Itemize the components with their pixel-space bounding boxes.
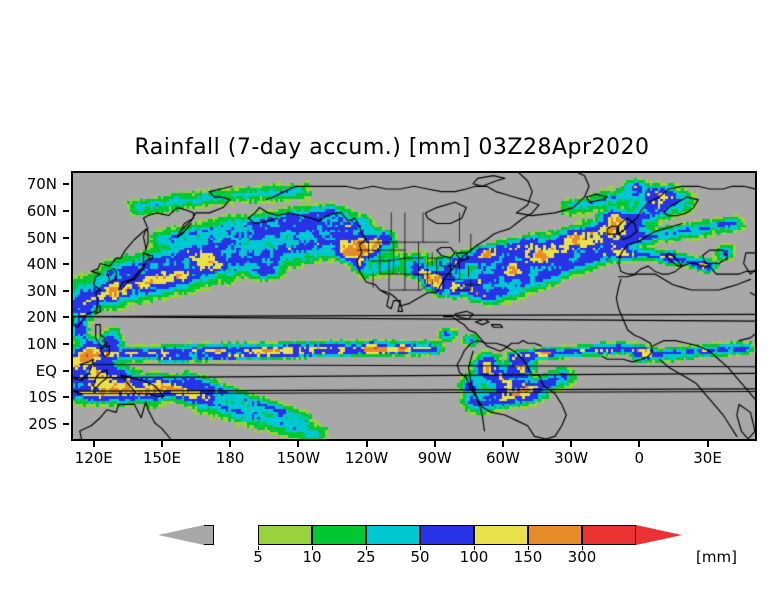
colorbar-tick (366, 546, 367, 550)
colorbar-tick-label: 150 (513, 548, 543, 566)
colorbar-cell (366, 525, 420, 545)
y-axis-tick (63, 422, 69, 425)
colorbar-cell (582, 525, 636, 545)
x-axis-label: 60W (485, 449, 520, 467)
x-axis-tick (433, 441, 436, 447)
colorbar-tick (582, 546, 583, 550)
colorbar-cell (204, 525, 214, 545)
colorbar-low-arrow (158, 525, 204, 545)
x-axis-label: 0 (634, 449, 645, 467)
x-axis-label: 120W (344, 449, 389, 467)
x-axis-label: 90W (417, 449, 452, 467)
y-axis-label: 50N (26, 228, 57, 247)
y-axis-tick (63, 396, 69, 399)
y-axis-label: 40N (26, 255, 57, 274)
x-axis-tick (365, 441, 368, 447)
colorbar-cell (258, 525, 312, 545)
x-axis-tick (638, 441, 641, 447)
colorbar-tick (474, 546, 475, 550)
y-axis-label: 20N (26, 308, 57, 327)
colorbar-high-arrow (636, 525, 682, 545)
y-axis-tick (63, 236, 69, 239)
rainfall-raster (73, 173, 755, 439)
map-plot-area (71, 171, 757, 441)
colorbar-swatches (158, 525, 682, 545)
colorbar-unit-label: [mm] (696, 548, 737, 566)
colorbar-tick-label: 25 (356, 548, 376, 566)
x-axis-tick (297, 441, 300, 447)
y-axis-label: 30N (26, 281, 57, 300)
colorbar-cell (312, 525, 366, 545)
y-axis-tick (63, 316, 69, 319)
colorbar-cell (420, 525, 474, 545)
y-axis-label: 20S (28, 414, 57, 433)
colorbar-tick (528, 546, 529, 550)
colorbar-tick (312, 546, 313, 550)
y-axis-tick (63, 183, 69, 186)
x-axis-tick (92, 441, 95, 447)
x-axis-label: 150E (142, 449, 181, 467)
y-axis-label: 10N (26, 334, 57, 353)
colorbar-tick-label: 50 (410, 548, 430, 566)
y-axis-label: 60N (26, 201, 57, 220)
x-axis-label: 180 (215, 449, 245, 467)
x-axis-tick (570, 441, 573, 447)
x-axis-tick (160, 441, 163, 447)
y-axis-label: EQ (35, 361, 57, 380)
colorbar-cell (474, 525, 528, 545)
colorbar-tick-label: 10 (302, 548, 322, 566)
y-axis-label: 10S (28, 388, 57, 407)
x-axis-tick (706, 441, 709, 447)
colorbar-tick (258, 546, 259, 550)
y-axis-tick (63, 209, 69, 212)
y-axis-tick (63, 289, 69, 292)
colorbar-tick (420, 546, 421, 550)
colorbar-tick-label: 5 (253, 548, 263, 566)
x-axis-label: 150W (276, 449, 321, 467)
x-axis-label: 30W (554, 449, 589, 467)
page-title: Rainfall (7-day accum.) [mm] 03Z28Apr202… (134, 135, 650, 160)
y-axis-tick (63, 369, 69, 372)
colorbar: [mm] 5 10 25 50 100 150 300 (0, 520, 784, 580)
x-axis-label: 30E (693, 449, 722, 467)
x-axis-tick (501, 441, 504, 447)
colorbar-cell (528, 525, 582, 545)
y-axis-tick (63, 263, 69, 266)
y-axis-label: 70N (26, 175, 57, 194)
x-axis-tick (229, 441, 232, 447)
y-axis-tick (63, 342, 69, 345)
colorbar-tick-label: 100 (459, 548, 489, 566)
colorbar-tick-label: 300 (567, 548, 597, 566)
x-axis-label: 120E (74, 449, 113, 467)
